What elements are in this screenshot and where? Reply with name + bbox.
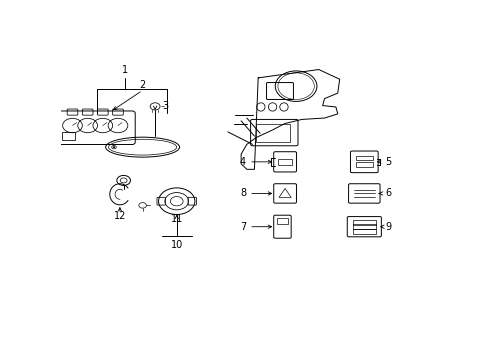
Bar: [256, 123, 290, 141]
Text: 8: 8: [240, 188, 245, 198]
Bar: [278, 158, 291, 165]
Bar: [352, 220, 375, 225]
Bar: [352, 229, 375, 234]
Bar: [352, 224, 375, 229]
Bar: [62, 132, 75, 140]
Text: 7: 7: [239, 222, 245, 232]
Text: 10: 10: [170, 240, 183, 250]
Text: 1: 1: [122, 65, 127, 75]
Text: 11: 11: [170, 214, 183, 224]
Text: 3: 3: [162, 101, 168, 111]
Bar: [355, 162, 372, 167]
Text: 2: 2: [139, 80, 145, 90]
Bar: [277, 219, 287, 225]
Bar: [355, 156, 372, 161]
Text: 4: 4: [240, 157, 245, 167]
Text: 5: 5: [385, 157, 390, 167]
Text: 9: 9: [385, 222, 390, 232]
Text: 6: 6: [385, 188, 390, 198]
Circle shape: [113, 147, 115, 148]
Text: 12: 12: [113, 211, 126, 221]
